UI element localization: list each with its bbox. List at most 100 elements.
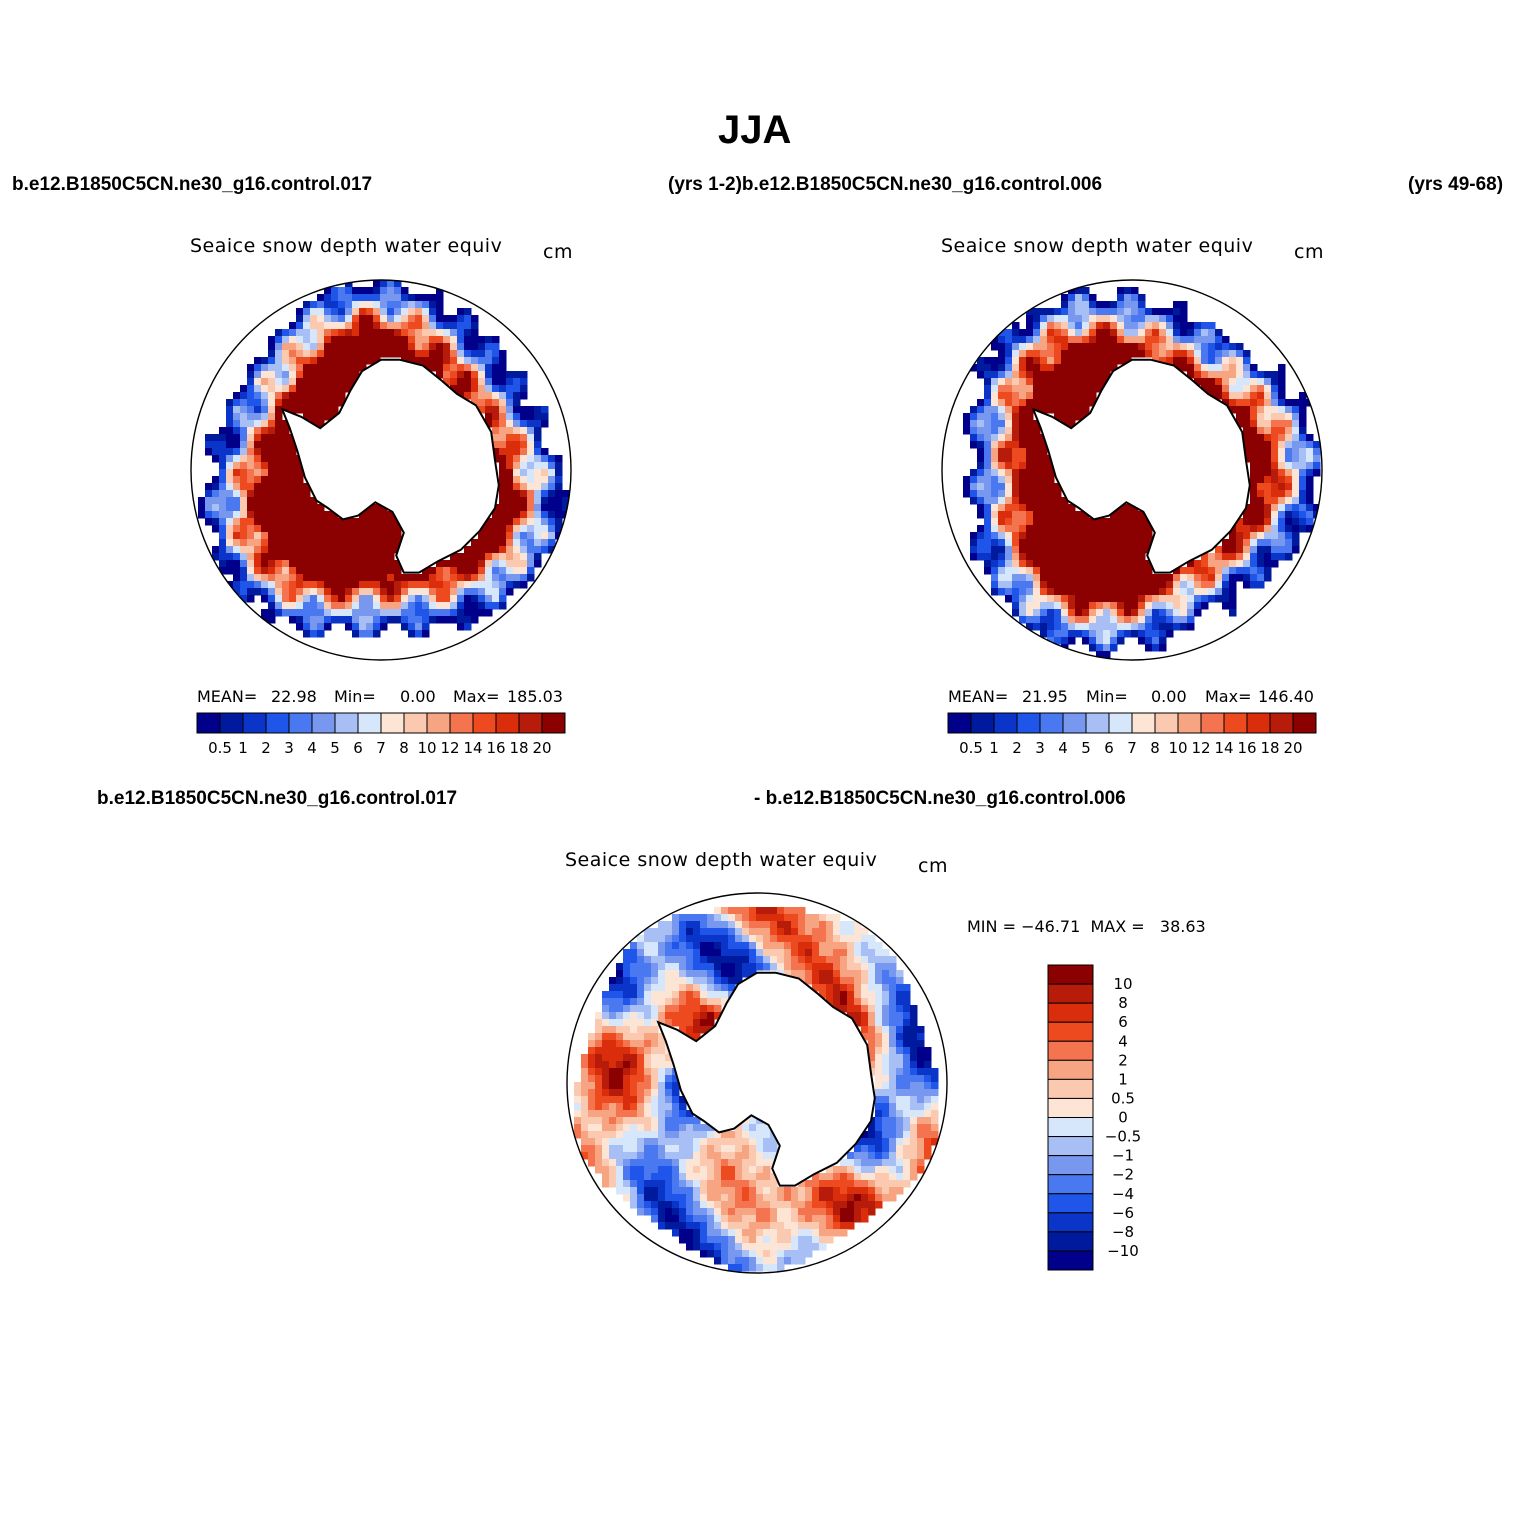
panel3-cell (651, 1005, 659, 1013)
panel2-cell (1138, 539, 1146, 547)
panel2-cell (1117, 329, 1125, 337)
panel1-cell (317, 616, 325, 624)
panel1-cell (261, 518, 269, 526)
panel2-cell (1131, 350, 1139, 358)
panel2-cell (1271, 511, 1279, 519)
panel3-cell (602, 991, 610, 999)
panel1-cell (324, 532, 332, 540)
panel3-cell (630, 1138, 638, 1146)
panel2-cell (1110, 574, 1118, 582)
panel2-cell (1117, 553, 1125, 561)
panel1-cell (513, 546, 521, 554)
panel3-cell (644, 1033, 652, 1041)
panel2-cell (1019, 343, 1027, 351)
panel2-cell (977, 511, 985, 519)
panel3-cell (854, 1173, 862, 1181)
panel2-cell (1096, 567, 1104, 575)
panel2-cell (1124, 581, 1132, 589)
panel3-cell (840, 1005, 848, 1013)
panel2-cell (1019, 539, 1027, 547)
panel3-cell (889, 1089, 897, 1097)
panel2-cell (1166, 315, 1174, 323)
panel1-cell (233, 434, 241, 442)
panel3-cell (777, 1194, 785, 1202)
panel2-cell (984, 539, 992, 547)
panel3-cell (602, 1089, 610, 1097)
panel3-cell (805, 914, 813, 922)
panel2-cell (1096, 329, 1104, 337)
panel1-cell (219, 462, 227, 470)
panel2-cell (998, 420, 1006, 428)
panel1-cell (247, 525, 255, 533)
panel3-cell (847, 1208, 855, 1216)
panel3-cell (868, 1019, 876, 1027)
panel1-cell (261, 497, 269, 505)
panel1-cell (422, 294, 430, 302)
panel1-colorbar-label: 6 (353, 739, 363, 757)
panel3-cell (910, 1019, 918, 1027)
panel2-cell (1012, 406, 1020, 414)
panel3-cell (889, 1005, 897, 1013)
panel2-cell (1082, 595, 1090, 603)
panel1-cell (464, 364, 472, 372)
panel3-cell (707, 991, 715, 999)
panel3-colorbar-box (1047, 1174, 1094, 1195)
panel3-cell (854, 1152, 862, 1160)
panel2-cell (1264, 420, 1272, 428)
panel3-cell (588, 1152, 596, 1160)
panel2-colorbar-box (1269, 712, 1294, 734)
panel3-cell (686, 1019, 694, 1027)
panel2-cell (1096, 602, 1104, 610)
panel3-cell (665, 942, 673, 950)
panel3-cell (735, 1152, 743, 1160)
panel3-cell (840, 1173, 848, 1181)
panel3-cell (819, 1194, 827, 1202)
panel3-cell (812, 1180, 820, 1188)
panel1-cell (226, 560, 234, 568)
panel3-cell (819, 1187, 827, 1195)
panel3-cell (896, 977, 904, 985)
panel3-cell (819, 984, 827, 992)
panel1-cell (408, 581, 416, 589)
panel3-cell (728, 977, 736, 985)
panel3-antarctica-outline (656, 971, 876, 1187)
panel3-cell (686, 1194, 694, 1202)
panel3-cell (693, 1236, 701, 1244)
panel1-cell (233, 581, 241, 589)
panel2-cell (1075, 602, 1083, 610)
panel3-cell (749, 1257, 757, 1265)
panel3-cell (854, 998, 862, 1006)
panel1-cell (478, 546, 486, 554)
panel2-cell (1061, 364, 1069, 372)
panel2-cell (1257, 434, 1265, 442)
panel2-cell (1313, 504, 1321, 512)
panel2-cell (1222, 581, 1230, 589)
panel2-cell (1271, 378, 1279, 386)
panel1-cell (331, 406, 339, 414)
panel3-cell (644, 1019, 652, 1027)
panel2-cell (1089, 616, 1097, 624)
panel2-cell (1019, 616, 1027, 624)
panel1-cell (261, 588, 269, 596)
panel1-cell (317, 329, 325, 337)
panel1-cell (289, 392, 297, 400)
panel3-cell (812, 914, 820, 922)
panel3-cell (840, 1159, 848, 1167)
panel1-cell (268, 567, 276, 575)
panel2-cell (1040, 483, 1048, 491)
panel1-cell (359, 287, 367, 295)
panel2-cell (1243, 546, 1251, 554)
panel3-cell (882, 1005, 890, 1013)
panel1-cell (464, 322, 472, 330)
panel1-cell (352, 630, 360, 638)
panel3-cell (637, 1138, 645, 1146)
panel1-cell (429, 581, 437, 589)
panel2-cell (1005, 497, 1013, 505)
panel2-colorbar-label: 5 (1081, 739, 1091, 757)
panel3-cell (882, 1103, 890, 1111)
panel1-cell (527, 525, 535, 533)
panel2-cell (1208, 357, 1216, 365)
panel2-cell (1236, 420, 1244, 428)
panel3-cell (882, 1138, 890, 1146)
panel3-cell (812, 942, 820, 950)
